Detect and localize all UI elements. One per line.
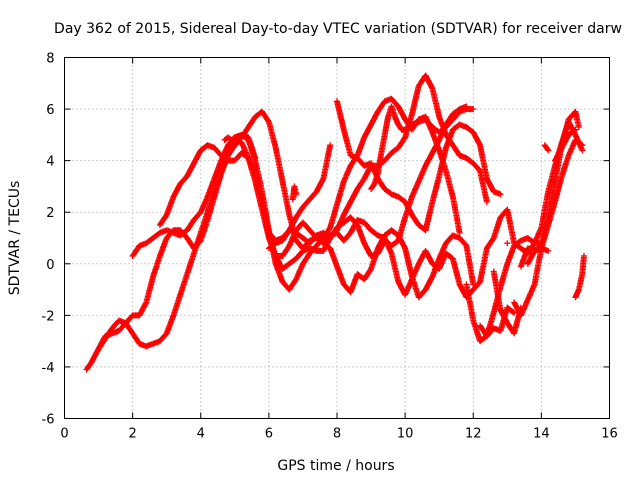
x-tick-label: 6 <box>265 427 273 442</box>
y-tick-label: -6 <box>42 413 55 428</box>
x-tick-labels: 0 2 4 6 8 10 12 14 16 <box>60 427 617 442</box>
y-tick-label: 8 <box>46 52 54 67</box>
y-tick-label: 6 <box>46 103 54 118</box>
y-tick-label: -2 <box>42 309 55 324</box>
plot-frame <box>64 57 610 419</box>
data-points <box>83 72 587 373</box>
series-marks <box>221 72 579 337</box>
y-tick-label: 0 <box>46 258 54 273</box>
series-6 <box>221 72 579 337</box>
x-tick-label: 14 <box>533 427 550 442</box>
series-8 <box>289 142 587 301</box>
axis-ticks <box>64 57 610 419</box>
x-axis-label: GPS time / hours <box>277 458 394 474</box>
x-tick-label: 2 <box>128 427 136 442</box>
y-tick-labels: -6 -4 -2 0 2 4 6 8 <box>42 52 55 428</box>
series-marks <box>368 103 477 192</box>
x-tick-label: 0 <box>60 427 68 442</box>
y-tick-label: 4 <box>46 155 54 170</box>
x-tick-label: 10 <box>397 427 414 442</box>
chart-title: Day 362 of 2015, Sidereal Day-to-day VTE… <box>54 21 622 37</box>
series-marks <box>129 95 545 345</box>
series-7 <box>368 103 477 192</box>
x-tick-label: 4 <box>197 427 205 442</box>
series-marks <box>289 142 587 301</box>
y-tick-label: -4 <box>42 361 55 376</box>
y-axis-label: SDTVAR / TECUs <box>7 181 23 296</box>
series-2 <box>129 95 545 345</box>
x-tick-label: 16 <box>601 427 618 442</box>
y-tick-label: 2 <box>46 206 54 221</box>
x-tick-label: 12 <box>465 427 482 442</box>
x-tick-label: 8 <box>333 427 341 442</box>
